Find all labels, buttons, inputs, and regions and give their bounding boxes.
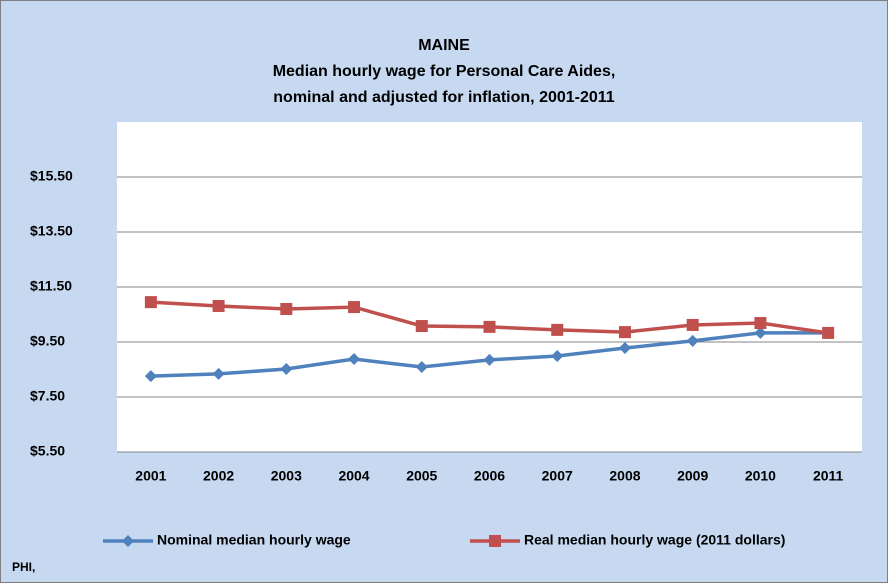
- marker: [686, 334, 699, 347]
- marker: [489, 535, 501, 547]
- footnote: PHI,: [12, 560, 35, 574]
- marker: [122, 535, 134, 547]
- marker: [551, 323, 564, 336]
- marker: [483, 320, 496, 333]
- marker: [280, 303, 293, 315]
- x-tick-label: 2006: [474, 468, 505, 484]
- y-tick-label: $11.50: [30, 278, 72, 294]
- y-tick-label: $9.50: [30, 333, 65, 349]
- x-tick-label: 2007: [542, 468, 573, 484]
- x-tick-label: 2005: [406, 468, 437, 484]
- marker: [212, 367, 225, 380]
- chart-title: nominal and adjusted for inflation, 2001…: [273, 89, 615, 106]
- y-tick-label: $5.50: [30, 443, 65, 459]
- marker: [348, 301, 361, 314]
- x-tick-label: 2004: [338, 468, 369, 484]
- x-tick-label: 2001: [135, 468, 166, 484]
- marker: [212, 299, 225, 312]
- marker: [280, 362, 293, 375]
- x-tick-label: 2002: [203, 468, 234, 484]
- y-tick-label: $7.50: [30, 388, 65, 404]
- marker: [483, 353, 496, 366]
- x-tick-label: 2009: [677, 468, 708, 484]
- marker: [822, 326, 835, 339]
- marker: [754, 326, 767, 339]
- x-tick-label: 2010: [745, 468, 776, 484]
- marker: [415, 320, 428, 333]
- chart-title: Median hourly wage for Personal Care Aid…: [273, 63, 616, 80]
- marker: [144, 296, 157, 309]
- marker: [551, 350, 564, 363]
- x-tick-label: 2011: [813, 468, 844, 484]
- marker: [618, 342, 631, 355]
- marker: [144, 370, 157, 383]
- chart-title: MAINE: [418, 37, 470, 54]
- legend-label: Real median hourly wage (2011 dollars): [524, 532, 785, 548]
- marker: [754, 317, 767, 330]
- marker: [415, 361, 428, 374]
- marker: [618, 326, 631, 339]
- y-tick-label: $15.50: [30, 168, 73, 184]
- legend-label: Nominal median hourly wage: [157, 532, 351, 548]
- marker: [686, 318, 699, 331]
- x-tick-label: 2003: [271, 468, 302, 484]
- y-tick-label: $13.50: [30, 223, 73, 239]
- x-tick-label: 2008: [609, 468, 640, 484]
- marker: [348, 353, 361, 366]
